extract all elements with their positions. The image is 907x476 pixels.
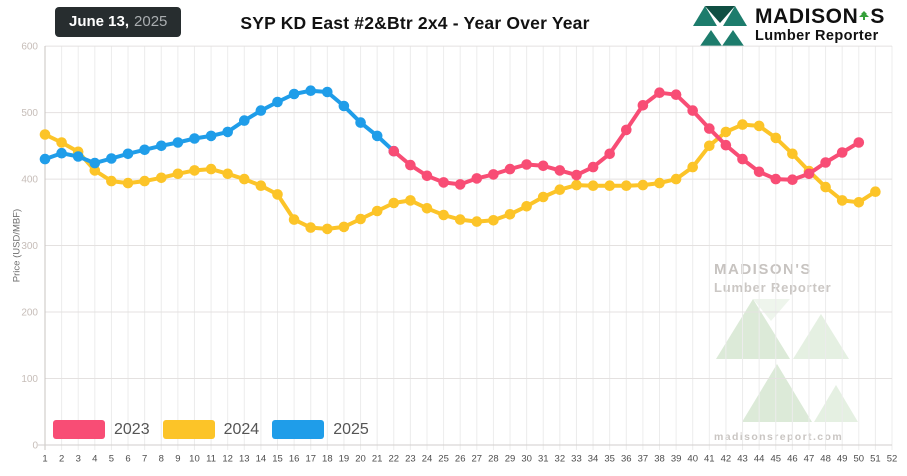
- svg-text:29: 29: [505, 454, 516, 465]
- svg-text:28: 28: [488, 454, 499, 465]
- svg-text:23: 23: [405, 454, 416, 465]
- svg-text:300: 300: [21, 241, 38, 252]
- svg-text:8: 8: [159, 454, 164, 465]
- legend: 2023 2024 2025: [53, 420, 369, 439]
- svg-text:17: 17: [305, 454, 316, 465]
- date-badge: June 13, 2025: [55, 7, 182, 37]
- svg-text:34: 34: [588, 454, 599, 465]
- legend-item-2024: 2024: [162, 420, 260, 439]
- svg-text:18: 18: [322, 454, 333, 465]
- svg-text:32: 32: [555, 454, 566, 465]
- svg-text:1: 1: [42, 454, 47, 465]
- svg-text:16: 16: [289, 454, 300, 465]
- svg-text:0: 0: [32, 441, 38, 452]
- legend-item-2023: 2023: [53, 420, 150, 439]
- svg-text:13: 13: [239, 454, 250, 465]
- svg-text:21: 21: [372, 454, 383, 465]
- svg-text:12: 12: [222, 454, 233, 465]
- svg-text:27: 27: [472, 454, 483, 465]
- legend-label-2024: 2024: [223, 420, 260, 438]
- legend-item-2025: 2025: [272, 420, 369, 439]
- svg-text:41: 41: [704, 454, 715, 465]
- svg-text:42: 42: [721, 454, 732, 465]
- svg-text:33: 33: [571, 454, 582, 465]
- madisons-logo: MADISON S Lumber Reporter: [692, 4, 885, 46]
- svg-text:100: 100: [21, 374, 38, 385]
- legend-label-2023: 2023: [114, 420, 150, 438]
- date-badge-date: June 13,: [69, 13, 130, 30]
- svg-text:52: 52: [887, 454, 898, 465]
- svg-text:30: 30: [521, 454, 532, 465]
- y-tick-labels: 0 100 200 300 400 500 600: [21, 42, 38, 452]
- madisons-logo-text: MADISON S Lumber Reporter: [755, 6, 885, 44]
- svg-text:44: 44: [754, 454, 765, 465]
- svg-text:26: 26: [455, 454, 466, 465]
- logo-name-right: S: [870, 5, 885, 29]
- svg-text:7: 7: [142, 454, 147, 465]
- svg-text:46: 46: [787, 454, 798, 465]
- madisons-logo-name: MADISON S: [755, 6, 885, 27]
- gridlines: [44, 45, 893, 450]
- svg-text:25: 25: [438, 454, 449, 465]
- series-2024: [39, 119, 881, 235]
- svg-text:200: 200: [21, 308, 38, 319]
- date-badge-year: 2025: [134, 13, 168, 30]
- svg-text:600: 600: [21, 42, 38, 53]
- x-tick-labels: 1 2 3 4 5 6 7 8 9 10 11 12 13 14 15 16 17 18 19 20 21 22 23 24 2…: [42, 454, 897, 465]
- svg-text:40: 40: [687, 454, 698, 465]
- svg-text:35: 35: [604, 454, 615, 465]
- svg-text:49: 49: [837, 454, 848, 465]
- svg-text:45: 45: [770, 454, 781, 465]
- svg-text:5: 5: [109, 454, 114, 465]
- logo-name-left: MADISON: [755, 5, 859, 29]
- legend-swatch-2024: [162, 420, 215, 439]
- svg-text:24: 24: [422, 454, 433, 465]
- page-title: SYP KD East #2&Btr 2x4 - Year Over Year: [240, 13, 590, 33]
- legend-swatch-2025: [272, 420, 325, 439]
- svg-text:19: 19: [339, 454, 350, 465]
- axes: [38, 46, 892, 450]
- svg-text:48: 48: [820, 454, 831, 465]
- svg-text:11: 11: [206, 454, 216, 465]
- series-2023: [388, 87, 865, 190]
- svg-text:10: 10: [189, 454, 200, 465]
- svg-text:39: 39: [671, 454, 682, 465]
- svg-text:9: 9: [175, 454, 180, 465]
- svg-text:38: 38: [654, 454, 665, 465]
- svg-text:2: 2: [59, 454, 64, 465]
- madisons-logo-subtitle: Lumber Reporter: [755, 28, 879, 45]
- svg-text:36: 36: [621, 454, 632, 465]
- legend-swatch-2023: [53, 420, 105, 439]
- svg-text:22: 22: [388, 454, 399, 465]
- svg-text:500: 500: [21, 108, 38, 119]
- svg-text:4: 4: [92, 454, 97, 465]
- svg-text:31: 31: [538, 454, 549, 465]
- svg-text:3: 3: [76, 454, 81, 465]
- svg-text:20: 20: [355, 454, 366, 465]
- series-2025: [39, 85, 400, 169]
- svg-text:14: 14: [256, 454, 267, 465]
- svg-text:400: 400: [21, 175, 38, 186]
- svg-text:6: 6: [125, 454, 130, 465]
- svg-text:15: 15: [272, 454, 283, 465]
- maple-leaf-icon: [859, 6, 870, 27]
- legend-label-2025: 2025: [333, 420, 369, 438]
- svg-text:37: 37: [638, 454, 649, 465]
- svg-text:43: 43: [737, 454, 748, 465]
- madisons-logo-mark-icon: [693, 6, 748, 46]
- svg-text:47: 47: [804, 454, 815, 465]
- svg-text:50: 50: [854, 454, 865, 465]
- svg-text:51: 51: [870, 454, 881, 465]
